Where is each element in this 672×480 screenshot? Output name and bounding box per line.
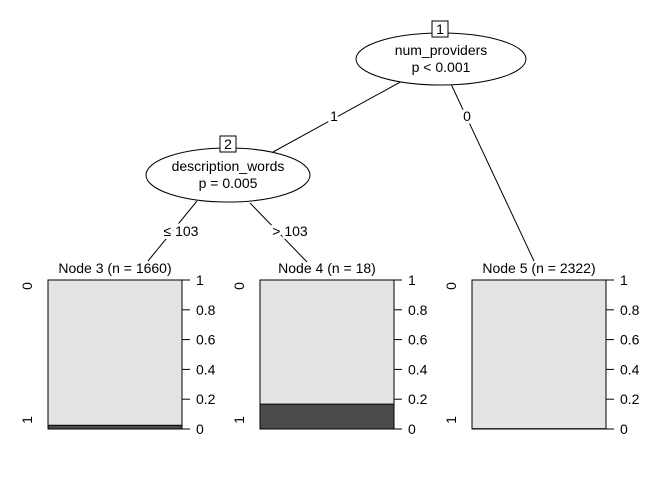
bar-segment-class1 — [47, 424, 183, 430]
edge-label-node1-right: 0 — [463, 108, 471, 124]
y-axis-tick-label: 0.2 — [196, 391, 216, 407]
y-axis-tick-label: 0.6 — [620, 332, 640, 348]
category-label-1: 1 — [19, 416, 35, 424]
y-axis-tick-label: 0 — [196, 421, 204, 437]
y-axis-tick-label: 0.4 — [408, 361, 428, 377]
node1-pvalue: p < 0.001 — [412, 59, 471, 75]
node1-id: 1 — [436, 21, 444, 37]
category-label-0: 0 — [443, 282, 459, 290]
edge-label-node2-right: > 103 — [272, 223, 308, 239]
node-title: Node 5 (n = 2322) — [482, 260, 595, 276]
edge-node2-node4 — [249, 202, 308, 263]
terminal-node-panel: Node 4 (n = 18) 0 0.2 0.4 0.6 0.8 1 0 1 — [231, 260, 428, 437]
y-axis-tick-label: 1 — [408, 272, 416, 288]
edge-label-node2-left: ≤ 103 — [164, 223, 199, 239]
bar-segment-class0 — [471, 279, 607, 430]
tree-node-1: num_providers p < 0.001 1 — [355, 20, 527, 86]
node-title: Node 3 (n = 1660) — [58, 260, 171, 276]
y-axis-tick-label: 0.8 — [196, 302, 216, 318]
y-axis-tick-label: 0.6 — [196, 332, 216, 348]
node1-id-box — [431, 20, 449, 38]
bar-segment-class1 — [259, 403, 395, 430]
category-label-1: 1 — [231, 416, 247, 424]
terminal-node-panel: Node 5 (n = 2322) 0 0.2 0.4 0.6 0.8 1 0 1 — [443, 260, 640, 437]
y-axis-tick-label: 0 — [620, 421, 628, 437]
category-label-0: 0 — [231, 282, 247, 290]
terminal-node-panel: Node 3 (n = 1660) 0 0.2 0.4 0.6 0.8 1 0 1 — [19, 260, 216, 437]
node1-variable: num_providers — [395, 42, 488, 58]
y-axis-tick-label: 1 — [196, 272, 204, 288]
tree-edges: 1 0 ≤ 103 > 103 — [147, 79, 535, 263]
node2-pvalue: p = 0.005 — [199, 175, 258, 191]
edge-node1-node2 — [272, 79, 405, 153]
category-label-0: 0 — [19, 282, 35, 290]
y-axis-tick-label: 0.2 — [408, 391, 428, 407]
node2-id-box — [219, 135, 237, 153]
tree-node-2: description_words p = 0.005 2 — [145, 135, 311, 203]
category-label-1: 1 — [443, 416, 459, 424]
y-axis-tick-label: 0.8 — [408, 302, 428, 318]
y-axis-tick-label: 1 — [620, 272, 628, 288]
y-axis-tick-label: 0.2 — [620, 391, 640, 407]
node-title: Node 4 (n = 18) — [278, 260, 376, 276]
y-axis-tick-label: 0.6 — [408, 332, 428, 348]
node2-id: 2 — [224, 136, 232, 152]
bar-segment-class0 — [47, 279, 183, 430]
edge-node1-node5 — [450, 83, 535, 262]
y-axis-tick-label: 0.4 — [196, 361, 216, 377]
y-axis-tick-label: 0.4 — [620, 361, 640, 377]
y-axis-tick-label: 0.8 — [620, 302, 640, 318]
node2-variable: description_words — [172, 158, 285, 174]
edge-node2-node3 — [147, 200, 198, 262]
edge-label-node1-left: 1 — [330, 108, 338, 124]
y-axis-tick-label: 0 — [408, 421, 416, 437]
